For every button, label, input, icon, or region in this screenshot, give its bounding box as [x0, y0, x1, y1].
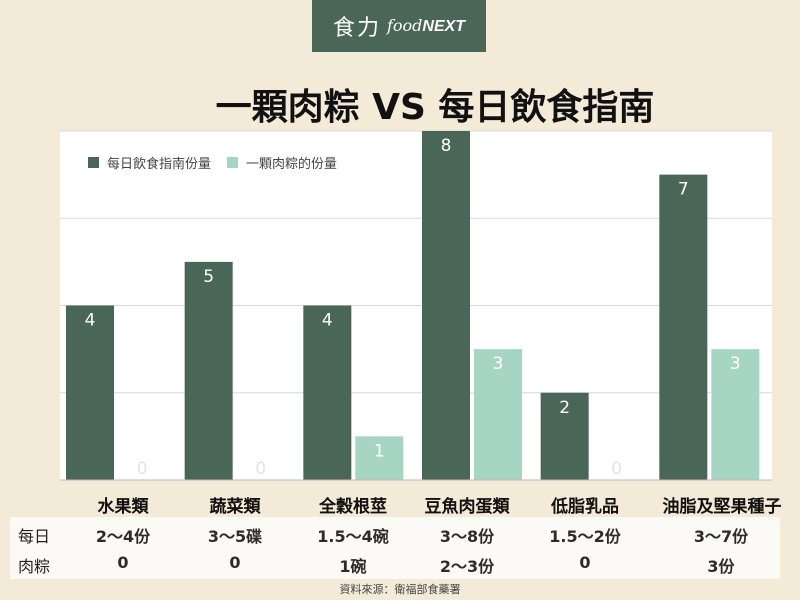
data-label: 3: [493, 354, 504, 374]
bar: [659, 174, 708, 480]
data-label: 3: [730, 354, 741, 374]
bar: [184, 261, 233, 480]
brand-zh: 食力: [332, 16, 381, 41]
data-label: 4: [322, 311, 333, 331]
data-label: 4: [85, 311, 96, 331]
table-cell: 2～4份: [95, 527, 151, 546]
table-cell: 0: [579, 553, 591, 572]
bar: [66, 305, 114, 480]
brand-en: foodNEXT: [387, 16, 465, 36]
bar: [540, 392, 589, 480]
brand-en-suffix: NEXT: [422, 18, 466, 35]
brand-en-prefix: food: [386, 16, 423, 35]
chart-legend: 每日飲食指南份量 一顆肉粽的份量: [88, 153, 353, 172]
bar: [474, 349, 522, 480]
category-label: 全穀根莖: [319, 497, 387, 517]
category-label: 蔬菜類: [209, 497, 261, 517]
bar: [303, 305, 352, 480]
data-label: 1: [374, 441, 385, 461]
category-label: 油脂及堅果種子: [662, 497, 782, 517]
page-title: 一顆肉粽 VS 每日飲食指南: [215, 87, 655, 128]
category-label: 豆魚肉蛋類: [424, 497, 510, 517]
data-label: 0: [137, 459, 148, 479]
table-cell: 2～3份: [439, 557, 495, 576]
row-head-zongzi: 肉粽: [18, 557, 51, 576]
table-cell: 3～7份: [693, 527, 749, 546]
row-head-daily: 每日: [18, 527, 51, 546]
table-cell: 1碗: [339, 557, 367, 576]
bar: [355, 436, 404, 480]
data-label: 8: [441, 136, 452, 156]
table-cell: 1.5～2份: [549, 527, 621, 546]
legend-item-zongzi: 一顆肉粽的份量: [227, 153, 337, 172]
table-cell: 3～5碟: [207, 527, 263, 546]
data-label: 2: [559, 398, 570, 418]
data-label: 0: [611, 459, 622, 479]
legend-label-daily: 每日飲食指南份量: [107, 157, 212, 172]
data-label: 5: [203, 267, 214, 287]
bar: [422, 131, 470, 480]
table-cell: 1.5～4碗: [317, 527, 389, 546]
source-note: 資料來源：衛福部食藥署: [339, 583, 461, 596]
legend-swatch-daily: [88, 157, 99, 168]
category-label: 低脂乳品: [551, 497, 619, 517]
bar: [711, 349, 760, 480]
table-cell: 3～8份: [439, 527, 495, 546]
legend-swatch-zongzi: [227, 157, 239, 168]
legend-label-zongzi: 一顆肉粽的份量: [246, 157, 338, 172]
table-cell: 0: [117, 553, 129, 572]
table-row-zongzi: 肉粽 0 0 1碗 2～3份 0 3份: [10, 549, 780, 579]
category-label: 水果類: [97, 497, 149, 517]
brand-logo: 食力 foodNEXT: [312, 0, 486, 52]
data-label: 7: [678, 180, 689, 200]
legend-item-daily: 每日飲食指南份量: [88, 153, 211, 172]
portion-table: 每日 2～4份 3～5碟 1.5～4碗 3～8份 1.5～2份 3～7份 肉粽 …: [10, 517, 780, 579]
data-label: 0: [255, 459, 266, 479]
table-cell: 3份: [707, 557, 735, 576]
category-labels: 水果類 蔬菜類 全穀根莖 豆魚肉蛋類 低脂乳品 油脂及堅果種子: [0, 492, 800, 518]
table-row-daily: 每日 2～4份 3～5碟 1.5～4碗 3～8份 1.5～2份 3～7份: [10, 519, 780, 549]
table-cell: 0: [229, 553, 241, 572]
